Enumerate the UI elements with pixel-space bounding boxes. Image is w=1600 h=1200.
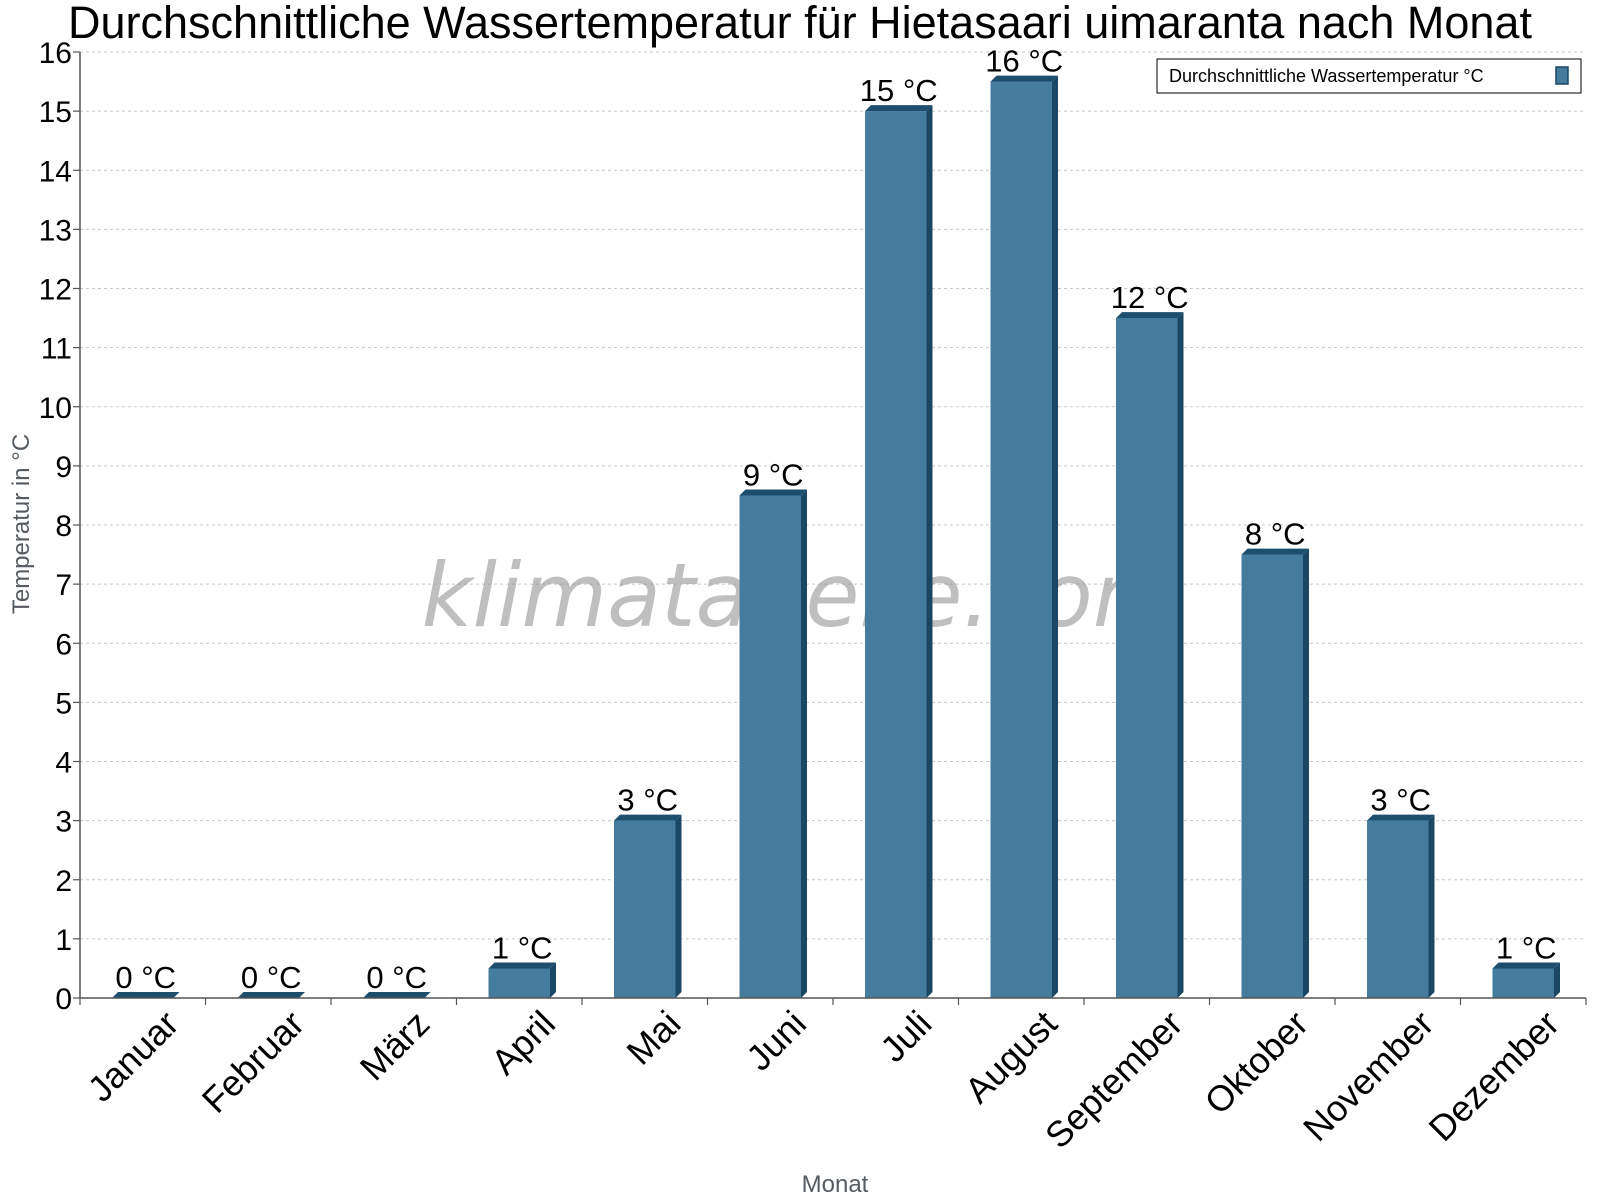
x-tick-label: Februar (194, 1003, 312, 1121)
bar-face (488, 968, 550, 998)
bar-face (1492, 968, 1554, 998)
bar-top (990, 75, 1058, 82)
y-tick-label: 15 (39, 96, 72, 129)
bar (1241, 548, 1309, 998)
x-tick-label: Dezember (1420, 1003, 1566, 1149)
bar (112, 992, 180, 998)
bar-top (614, 814, 682, 821)
bar-side (1051, 75, 1058, 998)
data-label: 15 °C (860, 73, 938, 108)
legend-box (1156, 58, 1582, 94)
bar-side (1428, 814, 1435, 998)
bar (739, 489, 807, 998)
y-tick-label: 16 (39, 37, 72, 70)
x-tick-label: Mai (618, 1003, 688, 1073)
x-axis-title: Monat (802, 1171, 869, 1198)
bar-top (865, 105, 933, 112)
bar-top (1241, 548, 1309, 555)
x-tick-label: November (1295, 1003, 1441, 1149)
y-tick-label: 1 (55, 924, 72, 957)
y-tick-label: 12 (39, 274, 72, 307)
bar-face (990, 81, 1052, 998)
bar (990, 75, 1058, 998)
bar-side (1177, 312, 1184, 998)
x-tick-label: September (1037, 1003, 1191, 1157)
bar-side (549, 962, 556, 998)
bar-side (675, 814, 682, 998)
bar-top (363, 992, 431, 998)
data-label: 3 °C (1370, 783, 1431, 818)
bar-top (1492, 962, 1560, 969)
y-tick-label: 8 (55, 510, 72, 543)
data-label: 1 °C (492, 930, 553, 965)
y-tick-label: 3 (55, 806, 72, 839)
y-tick-label: 9 (55, 451, 72, 484)
bar-top (237, 992, 305, 998)
y-tick-label: 11 (41, 333, 72, 366)
bar (614, 814, 682, 998)
x-tick-label: März (352, 1003, 438, 1089)
bar-face (1367, 820, 1429, 998)
bars (112, 75, 1560, 998)
bar-face (739, 495, 801, 998)
bar (865, 105, 933, 998)
x-tick-label: Oktober (1196, 1003, 1316, 1123)
data-label: 3 °C (617, 783, 678, 818)
y-tick-label: 13 (39, 214, 72, 247)
y-axis-title: Temperatur in °C (8, 434, 35, 614)
bar-top (1367, 814, 1435, 821)
data-labels: 0 °C 0 °C 0 °C 1 °C 3 °C 9 °C 15 °C 16 °C 12 °C 8… (115, 44, 1556, 995)
bar (1367, 814, 1435, 998)
bar-top (488, 962, 556, 969)
x-tick-label: April (483, 1003, 563, 1083)
y-tick-label: 6 (55, 628, 72, 661)
data-label: 16 °C (985, 44, 1063, 79)
bar-face (1116, 318, 1178, 998)
x-tick-label: Juli (872, 1003, 939, 1070)
bar (488, 962, 556, 998)
bar-face (614, 820, 676, 998)
legend-label: Durchschnittliche Wassertemperatur °C (1169, 66, 1484, 86)
bar-side (926, 105, 933, 998)
data-label: 8 °C (1245, 517, 1306, 552)
bar-side (1302, 548, 1309, 998)
y-tick-label: 5 (55, 687, 72, 720)
data-label: 1 °C (1496, 930, 1557, 965)
x-tick-label: Juni (738, 1003, 814, 1079)
y-tick-label: 4 (55, 747, 72, 780)
data-label: 0 °C (241, 960, 302, 995)
bar (1116, 312, 1184, 998)
chart-title: Durchschnittliche Wassertemperatur für H… (68, 0, 1532, 48)
bar (237, 992, 305, 998)
y-tick-label: 0 (55, 983, 72, 1016)
y-tick-label: 7 (55, 569, 72, 602)
y-tick-label: 14 (39, 155, 72, 188)
bar-face (865, 111, 927, 998)
y-tick-label: 10 (39, 392, 72, 425)
data-label: 0 °C (115, 960, 176, 995)
y-tick-label: 2 (55, 865, 72, 898)
bar-face (1241, 554, 1303, 998)
legend: Durchschnittliche Wassertemperatur °C (1156, 58, 1582, 94)
x-axis-ticks: Januar Februar März April Mai Juni Juli AugustS… (79, 998, 1587, 1157)
bar (1492, 962, 1560, 998)
bar-side (1553, 962, 1560, 998)
legend-swatch (1555, 66, 1569, 85)
data-label: 0 °C (366, 960, 427, 995)
bar-top (739, 489, 807, 496)
x-tick-label: Januar (80, 1003, 187, 1110)
bar-top (1116, 312, 1184, 319)
grid-lines (80, 51, 1586, 940)
data-label: 9 °C (743, 457, 804, 492)
bar (363, 992, 431, 998)
bar-top (112, 992, 180, 998)
data-label: 12 °C (1111, 280, 1189, 315)
x-tick-label: August (957, 1003, 1065, 1111)
bar-side (800, 489, 807, 998)
